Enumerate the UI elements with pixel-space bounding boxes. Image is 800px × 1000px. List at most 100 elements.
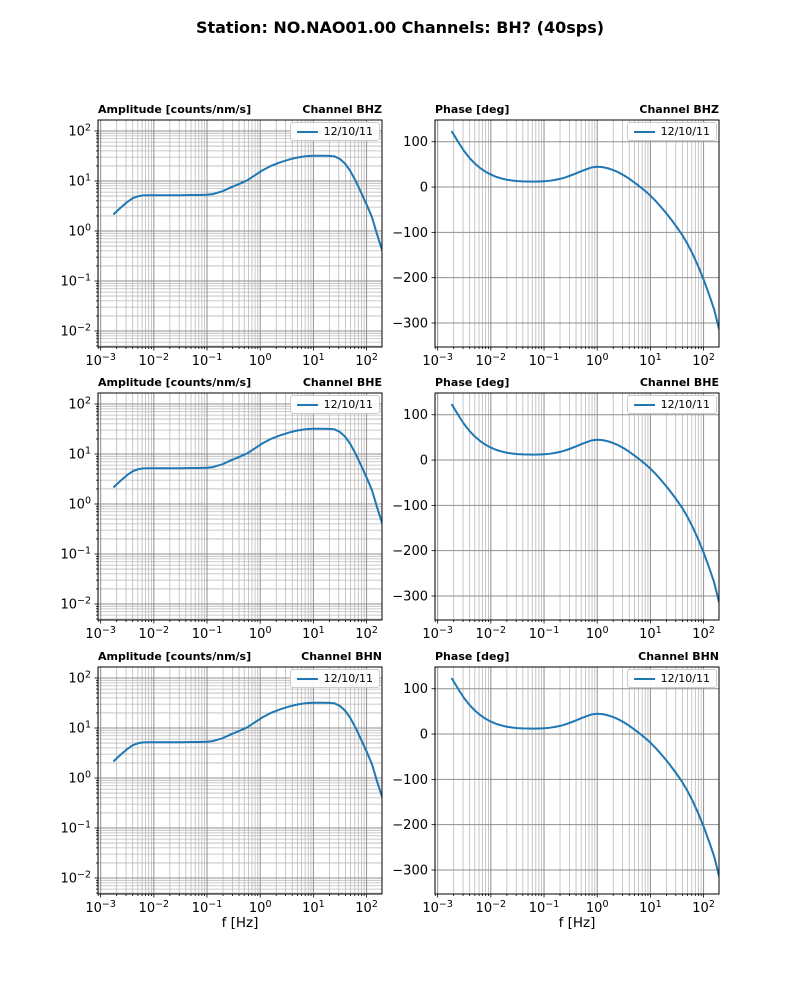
svg-text:102: 102 — [355, 352, 378, 369]
svg-text:101: 101 — [68, 173, 91, 190]
svg-text:10−2: 10−2 — [476, 625, 507, 642]
svg-text:−100: −100 — [392, 773, 428, 788]
svg-text:102: 102 — [692, 625, 715, 642]
legend: 12/10/11 — [626, 122, 717, 141]
svg-text:101: 101 — [639, 899, 662, 916]
svg-text:102: 102 — [692, 899, 715, 916]
svg-text:0: 0 — [420, 454, 428, 469]
legend-line-swatch — [296, 403, 318, 406]
legend: 12/10/11 — [626, 669, 717, 688]
svg-text:102: 102 — [68, 670, 91, 687]
axis-title: Phase [deg] — [435, 376, 510, 389]
svg-text:−300: −300 — [392, 863, 428, 878]
axis-title: Amplitude [counts/nm/s] — [98, 376, 252, 389]
channel-title: Channel BHN — [638, 650, 719, 663]
svg-text:10−2: 10−2 — [139, 899, 170, 916]
panel-titles: Phase [deg] Channel BHN — [435, 651, 719, 662]
axis-title: Amplitude [counts/nm/s] — [98, 103, 252, 116]
svg-text:10−3: 10−3 — [85, 625, 116, 642]
svg-text:100: 100 — [249, 625, 272, 642]
legend-label: 12/10/11 — [660, 125, 710, 138]
svg-text:10−1: 10−1 — [60, 820, 91, 837]
svg-text:10−2: 10−2 — [476, 899, 507, 916]
svg-text:10−1: 10−1 — [192, 352, 223, 369]
channel-title: Channel BHE — [639, 376, 719, 389]
svg-text:10−2: 10−2 — [60, 870, 91, 887]
panel-titles: Phase [deg] Channel BHE — [435, 377, 719, 388]
svg-text:10−2: 10−2 — [60, 596, 91, 613]
svg-text:101: 101 — [302, 352, 325, 369]
svg-text:−100: −100 — [392, 226, 428, 241]
svg-text:10−1: 10−1 — [60, 546, 91, 563]
panel-titles: Phase [deg] Channel BHZ — [435, 104, 719, 115]
svg-text:0: 0 — [420, 728, 428, 743]
axis-title: Amplitude [counts/nm/s] — [98, 650, 252, 663]
svg-text:101: 101 — [68, 720, 91, 737]
svg-text:10−1: 10−1 — [192, 899, 223, 916]
legend: 12/10/11 — [626, 395, 717, 414]
svg-text:10−1: 10−1 — [60, 273, 91, 290]
figure-title: Station: NO.NAO01.00 Channels: BH? (40sp… — [195, 18, 605, 37]
channel-title: Channel BHZ — [639, 103, 719, 116]
svg-text:100: 100 — [249, 899, 272, 916]
svg-text:102: 102 — [692, 352, 715, 369]
legend: 12/10/11 — [289, 122, 380, 141]
x-axis-label-right: f [Hz] — [558, 915, 596, 931]
svg-text:100: 100 — [403, 408, 428, 423]
x-axis-label-left: f [Hz] — [221, 915, 259, 931]
svg-text:−300: −300 — [392, 589, 428, 604]
svg-text:100: 100 — [68, 496, 91, 513]
panel-titles: Amplitude [counts/nm/s] Channel BHE — [98, 377, 382, 388]
svg-text:10−3: 10−3 — [85, 899, 116, 916]
svg-text:102: 102 — [355, 899, 378, 916]
panel-bhz-amplitude: Amplitude [counts/nm/s] Channel BHZ 12/1… — [60, 104, 383, 369]
svg-text:101: 101 — [302, 899, 325, 916]
legend-line-swatch — [633, 403, 655, 406]
svg-text:102: 102 — [68, 123, 91, 140]
svg-text:100: 100 — [586, 899, 609, 916]
svg-text:100: 100 — [586, 625, 609, 642]
panel-bhe-amplitude: Amplitude [counts/nm/s] Channel BHE 12/1… — [60, 377, 383, 642]
axis-title: Phase [deg] — [435, 650, 510, 663]
svg-text:10−1: 10−1 — [192, 625, 223, 642]
plot-canvas: 10−3 10−2 10−1 100 101 102 100 0 −100 −200 −300 — [392, 392, 720, 642]
legend-line-swatch — [296, 130, 318, 133]
legend-line-swatch — [633, 130, 655, 133]
svg-text:101: 101 — [639, 352, 662, 369]
legend-line-swatch — [633, 677, 655, 680]
plot-canvas: 10−3 10−2 10−1 100 101 102 100 0 −100 −200 −300 — [392, 119, 720, 369]
svg-text:10−2: 10−2 — [139, 352, 170, 369]
svg-text:100: 100 — [68, 223, 91, 240]
legend-label: 12/10/11 — [323, 398, 373, 411]
legend-label: 12/10/11 — [660, 672, 710, 685]
legend-label: 12/10/11 — [323, 672, 373, 685]
svg-text:−200: −200 — [392, 818, 428, 833]
svg-text:10−2: 10−2 — [476, 352, 507, 369]
svg-text:101: 101 — [639, 625, 662, 642]
channel-title: Channel BHE — [302, 376, 382, 389]
plot-canvas: 10−3 10−2 10−1 100 101 102 102 101 100 10−1 10−2 — [60, 392, 383, 642]
svg-text:100: 100 — [403, 135, 428, 150]
svg-text:10−1: 10−1 — [529, 352, 560, 369]
legend: 12/10/11 — [289, 395, 380, 414]
svg-text:10−2: 10−2 — [60, 323, 91, 340]
svg-text:100: 100 — [586, 352, 609, 369]
panel-bhe-phase: Phase [deg] Channel BHE 12/10/11 10−3 10−… — [392, 377, 720, 642]
plot-canvas: 10−3 10−2 10−1 100 101 102 102 101 100 10−1 10−2 — [60, 119, 383, 369]
svg-text:102: 102 — [355, 625, 378, 642]
channel-title: Channel BHN — [301, 650, 382, 663]
svg-text:0: 0 — [420, 181, 428, 196]
svg-text:10−3: 10−3 — [422, 352, 453, 369]
axis-title: Phase [deg] — [435, 103, 510, 116]
svg-text:10−1: 10−1 — [529, 625, 560, 642]
svg-text:10−1: 10−1 — [529, 899, 560, 916]
svg-text:−100: −100 — [392, 499, 428, 514]
panel-titles: Amplitude [counts/nm/s] Channel BHN — [98, 651, 382, 662]
svg-text:10−3: 10−3 — [422, 899, 453, 916]
plot-canvas: 10−3 10−2 10−1 100 101 102 102 101 100 10−1 10−2 — [60, 666, 383, 916]
svg-text:10−2: 10−2 — [139, 625, 170, 642]
panel-titles: Amplitude [counts/nm/s] Channel BHZ — [98, 104, 382, 115]
channel-title: Channel BHZ — [302, 103, 382, 116]
svg-text:−300: −300 — [392, 316, 428, 331]
